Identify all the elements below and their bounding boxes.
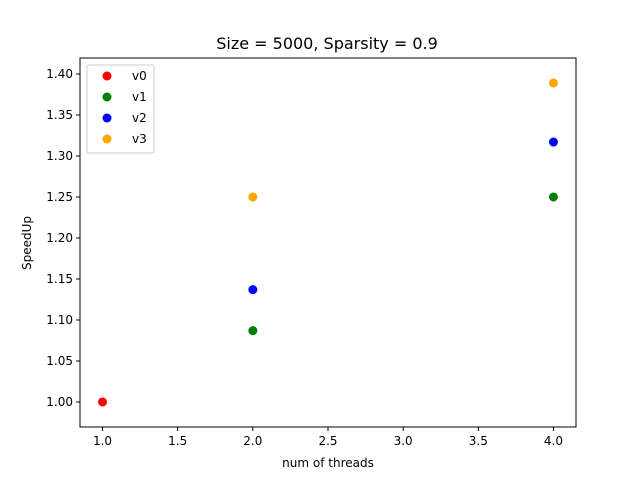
legend-label-v3: v3	[132, 132, 147, 146]
x-tick-label: 4.0	[544, 434, 563, 448]
x-tick-label: 3.0	[394, 434, 413, 448]
legend-marker-v0	[102, 71, 112, 81]
x-tick-label: 2.0	[243, 434, 262, 448]
y-tick-label: 1.35	[46, 108, 73, 122]
data-point-v2	[548, 137, 558, 147]
x-axis-label: num of threads	[282, 456, 374, 470]
y-axis-label: SpeedUp	[20, 216, 34, 270]
legend-marker-v2	[102, 113, 112, 123]
y-tick-label: 1.25	[46, 190, 73, 204]
data-point-v0	[98, 397, 108, 407]
legend-label-v2: v2	[132, 111, 147, 125]
x-tick-label: 1.5	[168, 434, 187, 448]
chart-title: Size = 5000, Sparsity = 0.9	[216, 34, 438, 53]
y-tick-label: 1.40	[46, 67, 73, 81]
data-point-v3	[548, 78, 558, 88]
data-point-v1	[548, 192, 558, 202]
data-point-v3	[248, 192, 258, 202]
y-tick-label: 1.05	[46, 354, 73, 368]
y-tick-label: 1.20	[46, 231, 73, 245]
x-tick-label: 3.5	[469, 434, 488, 448]
legend-label-v0: v0	[132, 69, 147, 83]
legend-label-v1: v1	[132, 90, 147, 104]
x-tick-label: 2.5	[318, 434, 337, 448]
legend: v0 v1 v2 v3	[86, 64, 155, 154]
y-tick-label: 1.15	[46, 272, 73, 286]
legend-marker-v1	[102, 92, 112, 102]
legend-box	[86, 64, 155, 154]
legend-marker-v3	[102, 134, 112, 144]
y-tick-label: 1.10	[46, 313, 73, 327]
data-point-v2	[248, 285, 258, 295]
y-tick-label: 1.30	[46, 149, 73, 163]
data-point-v1	[248, 326, 258, 336]
y-tick-label: 1.00	[46, 395, 73, 409]
plot-area	[98, 78, 558, 407]
x-tick-label: 1.0	[93, 434, 112, 448]
